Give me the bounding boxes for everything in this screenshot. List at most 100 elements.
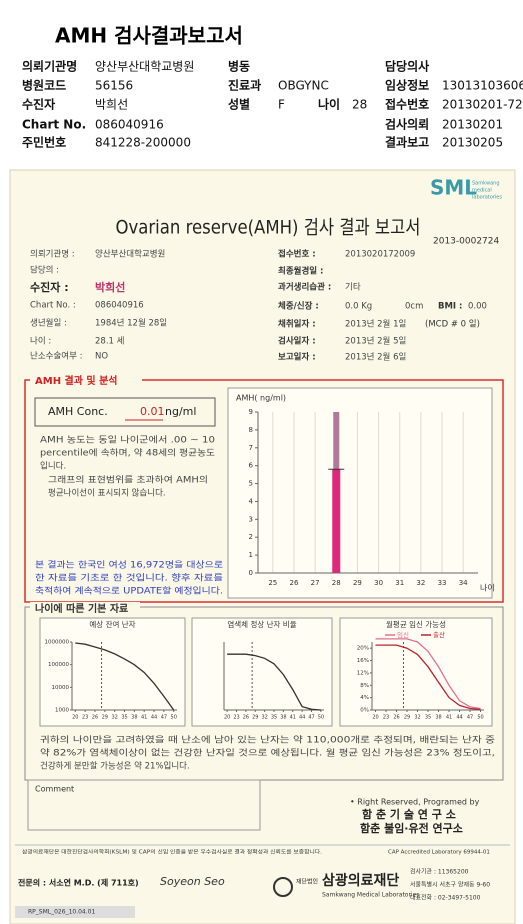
field-label: 진료과 xyxy=(228,78,261,93)
y-tick-label: 1000 xyxy=(55,708,69,714)
report-title: Ovarian reserve(AMH) 검사 결과 보고서 xyxy=(116,217,421,239)
field-value: 0.0 Kg xyxy=(345,302,372,312)
field-label: Chart No. xyxy=(22,118,86,132)
note-text: 한 자료를 기초로 한 것입니다. 향후 자료를 xyxy=(35,573,223,584)
x-tick-label: 26 xyxy=(92,715,98,721)
field-value: 2013020172009 xyxy=(345,250,415,260)
amh-chart-box xyxy=(227,387,493,599)
y-tick-label: 0% xyxy=(360,708,369,714)
field-value: 56156 xyxy=(95,79,133,93)
summary-text: 건강하게 분만할 가능성은 약 21%입니다. xyxy=(40,761,190,772)
field-value: 0.00 xyxy=(468,302,487,312)
y-tick-label: 4 xyxy=(249,497,254,505)
mini-title: 예상 잔여 난자 xyxy=(89,619,135,629)
x-tick-label: 26 xyxy=(243,715,249,721)
x-tick-label: 50 xyxy=(171,715,177,721)
x-tick-label: 29 xyxy=(353,579,362,587)
field-value: 13013103606 xyxy=(442,79,523,93)
form-strip xyxy=(15,906,135,918)
y-tick-label: 10000 xyxy=(52,685,70,691)
signer: 전문의 : 서소연 M.D. (제 711호) xyxy=(18,878,139,888)
y-tick-label: 9 xyxy=(249,408,253,416)
field-label: 과거생리습관 : xyxy=(278,282,331,293)
field-value: F xyxy=(278,98,285,112)
logo-sub: medical xyxy=(472,188,492,194)
foundation-logo xyxy=(273,877,293,897)
x-tick-label: 35 xyxy=(121,715,127,721)
foundation: 삼광의료재단 xyxy=(322,872,399,889)
field-value: 20130205 xyxy=(442,136,503,150)
x-tick-label: 47 xyxy=(467,715,473,721)
field-value: 박희선 xyxy=(95,280,125,294)
cap: CAP Accredited Laboratory 69944-01 xyxy=(388,850,490,856)
field-label: 나이 : xyxy=(30,336,51,347)
field-label: 보고일자 : xyxy=(278,352,316,363)
x-tick-label: 23 xyxy=(383,715,389,721)
y-tick-label: 8% xyxy=(360,683,369,689)
field-label: 성별 xyxy=(228,97,250,112)
field-value: 양산부산대학교병원 xyxy=(95,60,194,74)
range-bar xyxy=(333,412,340,470)
comment-label: Comment xyxy=(35,785,74,794)
series-line xyxy=(375,638,481,710)
series-line xyxy=(227,653,321,711)
analysis-text: 평균나이선이 표시되지 않습니다. xyxy=(48,488,166,499)
field-label: BMI : xyxy=(438,302,462,312)
x-tick-label: 20 xyxy=(224,715,230,721)
comment-box xyxy=(27,779,261,831)
field-value: 2013년 2월 6일 xyxy=(345,352,406,363)
summary-text: 약 82%가 염색체이상이 없는 건강한 난자일 것으로 예상됩니다. 월 평균… xyxy=(40,748,495,759)
x-tick-label: 20 xyxy=(372,715,378,721)
address: 검사기관 : 11365200 xyxy=(410,868,469,876)
mini-title: 염색체 정상 난자 비율 xyxy=(227,619,296,629)
conc-value: 0.01 xyxy=(140,405,165,418)
x-tick-label: 47 xyxy=(308,715,314,721)
mini-title: 월평균 임신 가능성 xyxy=(386,619,446,629)
axis-title: AMH( ng/ml) xyxy=(236,394,286,403)
address: 대표전화 : 02-3497-5100 xyxy=(410,894,481,902)
field-label: 나이 xyxy=(318,97,340,112)
x-tick-label: 20 xyxy=(72,715,78,721)
field-value: 20130201-720 xyxy=(442,98,523,112)
x-tick-label: 30 xyxy=(374,579,383,587)
section-title: 나이에 따른 기본 자료 xyxy=(35,602,128,615)
x-tick-label: 38 xyxy=(435,715,441,721)
field-label: 담당의 : xyxy=(30,265,59,276)
field-value: 박희선 xyxy=(95,98,128,112)
note-text: 본 결과는 한국인 여성 16,972명을 대상으로 xyxy=(35,560,223,571)
title-bg xyxy=(30,602,140,614)
conc-box xyxy=(34,397,216,427)
note-text: 축적하여 계속적으로 UPDATE할 예정입니다. xyxy=(35,586,223,597)
field-label: 담당의사 xyxy=(385,59,429,74)
field-value: 양산부산대학교병원 xyxy=(95,249,165,260)
y-tick-label: 7 xyxy=(249,444,253,452)
y-tick-label: 0 xyxy=(249,569,253,577)
field-label: Chart No. : xyxy=(30,301,76,311)
x-tick-label: 28 xyxy=(332,579,341,587)
field-label: 수진자 : xyxy=(30,280,69,294)
field-label: 체중/신장 : xyxy=(278,301,319,312)
title-bg xyxy=(30,374,142,386)
x-tick-label: 34 xyxy=(459,579,468,587)
field-label: 병동 xyxy=(228,59,250,74)
field-value: 28.1 세 xyxy=(95,337,124,347)
section-title: AMH 결과 및 분석 xyxy=(35,374,118,387)
form-no: RP_SML_026_10.04.01 xyxy=(28,909,95,916)
y-tick-label: 8 xyxy=(249,426,253,434)
y-tick-label: 1 xyxy=(249,551,253,559)
lab-name: 함춘 불임·유전 연구소 xyxy=(360,821,463,835)
field-label: 의뢰기관명 xyxy=(22,59,77,74)
conc-label: AMH Conc. xyxy=(48,405,108,418)
logo: SML xyxy=(430,176,477,200)
field-label: 접수번호 xyxy=(385,97,429,112)
x-tick-label: 32 xyxy=(416,579,425,587)
analysis-box xyxy=(24,379,504,603)
x-tick-label: 44 xyxy=(151,715,157,721)
field-label: 의뢰기관명 : xyxy=(30,249,75,260)
foundation-pre: 재단법인 xyxy=(296,878,318,886)
rights: • Right Reserved, Programed by xyxy=(350,798,480,807)
y-tick-label: 20% xyxy=(357,646,369,652)
title: AMH 검사결과보고서 xyxy=(55,24,243,48)
x-tick-label: 44 xyxy=(456,715,462,721)
